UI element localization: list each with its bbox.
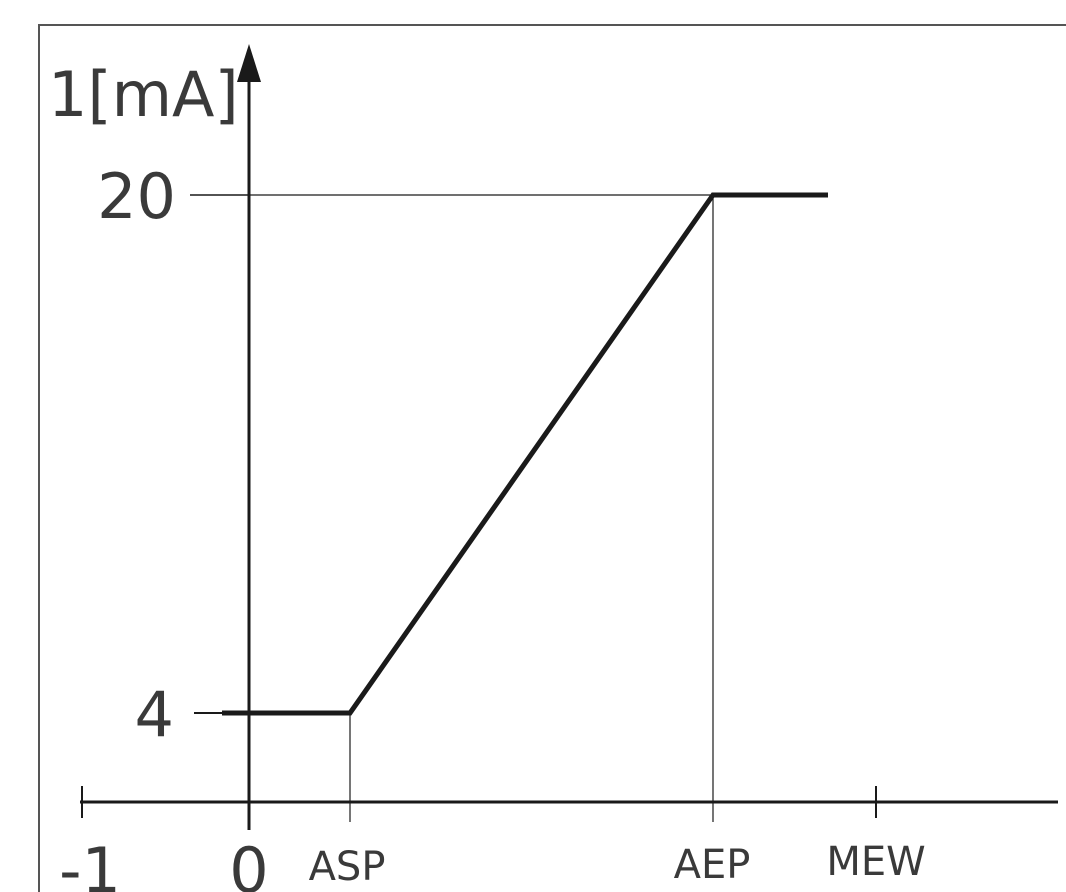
y-axis-label: 1[mA] bbox=[48, 58, 239, 131]
x-tick-label-aep: AEP bbox=[674, 842, 751, 888]
y-tick-label-20: 20 bbox=[97, 160, 176, 233]
chart-frame bbox=[38, 24, 1066, 892]
x-tick-label-mew: MEW bbox=[826, 839, 925, 885]
y-tick-label-4: 4 bbox=[135, 678, 174, 751]
y-axis-arrow-icon bbox=[237, 44, 261, 82]
x-tick-label-minus1: -1 bbox=[59, 834, 121, 892]
x-tick-label-asp: ASP bbox=[309, 844, 386, 890]
x-tick-label-0: 0 bbox=[229, 834, 268, 892]
output-curve bbox=[222, 192, 828, 716]
